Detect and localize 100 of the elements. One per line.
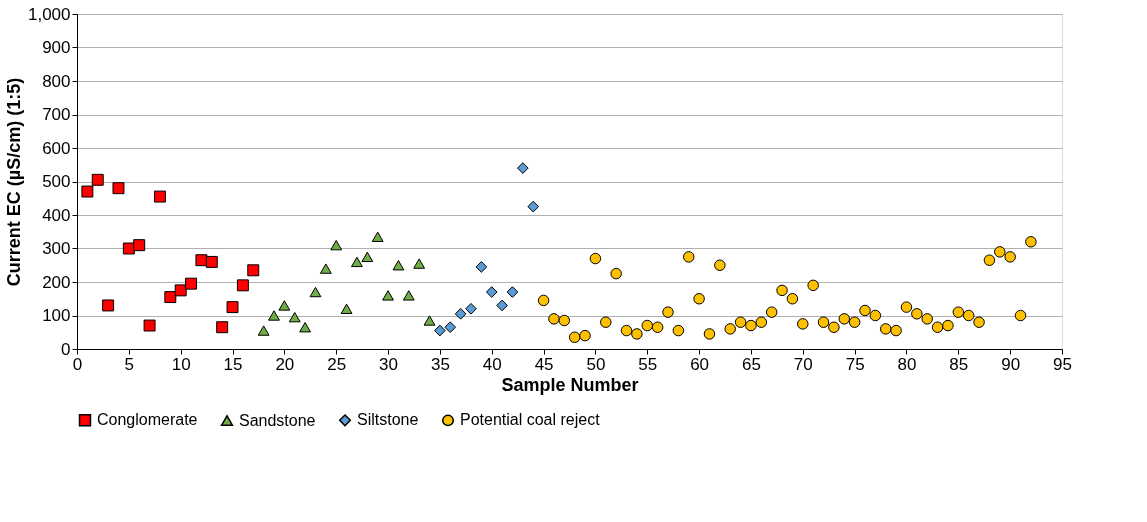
y-tick-label: 0 xyxy=(61,339,71,359)
x-tick-label: 70 xyxy=(793,354,813,374)
x-tick-label: 25 xyxy=(327,354,347,374)
point xyxy=(91,173,104,186)
point xyxy=(247,264,260,277)
point xyxy=(797,318,809,330)
point xyxy=(693,293,705,305)
point xyxy=(133,239,146,252)
point xyxy=(952,306,965,318)
point xyxy=(465,302,477,315)
y-tick-label: 400 xyxy=(42,205,71,225)
point xyxy=(299,322,312,333)
point xyxy=(734,316,747,328)
point xyxy=(620,324,633,337)
point xyxy=(164,291,177,304)
point xyxy=(506,286,519,298)
point xyxy=(714,259,726,271)
point xyxy=(413,258,426,269)
legend-label: Siltstone xyxy=(357,411,419,429)
point xyxy=(361,251,374,263)
x-tick-label: 30 xyxy=(379,354,399,374)
legend-label: Conglomerate xyxy=(97,411,198,429)
point xyxy=(216,321,229,334)
point xyxy=(278,300,291,311)
x-tick-label: 65 xyxy=(741,354,761,374)
point xyxy=(579,329,591,342)
point xyxy=(558,314,571,327)
x-tick-label: 10 xyxy=(171,354,191,374)
point xyxy=(454,308,467,320)
x-tick-label: 5 xyxy=(124,354,135,374)
point xyxy=(776,284,788,297)
point xyxy=(371,231,384,242)
legend-label: Potential coal reject xyxy=(460,411,601,429)
point xyxy=(900,301,913,313)
point xyxy=(205,255,218,268)
point xyxy=(185,277,198,290)
point xyxy=(81,185,94,198)
point xyxy=(631,328,643,340)
y-tick-label: 300 xyxy=(42,239,71,258)
point xyxy=(962,309,975,322)
point xyxy=(444,321,457,334)
y-tick-label: 800 xyxy=(42,71,71,91)
x-tick-label: 90 xyxy=(1001,354,1021,374)
point xyxy=(143,319,156,332)
x-tick-label: 60 xyxy=(690,354,710,374)
point xyxy=(703,328,716,340)
point xyxy=(942,319,954,332)
point xyxy=(1014,309,1027,322)
point xyxy=(921,313,933,325)
x-tick-label: 75 xyxy=(845,354,865,374)
y-tick-label: 900 xyxy=(42,38,71,57)
x-tick-label: 55 xyxy=(638,354,658,374)
point xyxy=(548,313,560,325)
x-axis-title: Sample Number xyxy=(501,374,639,395)
point xyxy=(745,319,757,332)
legend-label: Sandstone xyxy=(239,411,316,429)
point xyxy=(319,263,332,274)
point xyxy=(174,284,187,297)
y-tick-label: 500 xyxy=(42,172,71,191)
point xyxy=(102,299,115,312)
y-tick-label: 700 xyxy=(42,105,71,124)
point xyxy=(330,239,343,251)
x-tick-label: 80 xyxy=(897,354,917,374)
point xyxy=(340,303,353,314)
point xyxy=(268,310,280,321)
point xyxy=(651,321,664,333)
point xyxy=(973,316,985,328)
point xyxy=(765,306,778,318)
point xyxy=(600,316,612,328)
y-tick-label: 100 xyxy=(42,306,71,325)
point xyxy=(288,312,301,323)
point xyxy=(879,323,892,335)
point xyxy=(610,267,622,280)
x-tick-label: 40 xyxy=(482,354,502,374)
point xyxy=(382,290,394,301)
point xyxy=(682,251,695,263)
point xyxy=(931,321,944,333)
point xyxy=(672,324,685,337)
point xyxy=(527,200,540,213)
point xyxy=(848,316,861,328)
point xyxy=(662,306,674,318)
y-tick-label: 1,000 xyxy=(27,4,71,24)
point xyxy=(485,286,498,298)
point xyxy=(869,309,882,322)
point xyxy=(351,256,363,268)
point xyxy=(236,279,249,292)
point xyxy=(807,279,819,292)
point xyxy=(153,190,166,203)
point xyxy=(392,260,405,271)
point xyxy=(517,162,529,174)
y-tick-label: 200 xyxy=(42,272,71,292)
point xyxy=(475,261,488,273)
point xyxy=(724,323,736,335)
point xyxy=(755,316,768,328)
point xyxy=(226,301,239,314)
x-tick-label: 85 xyxy=(949,354,969,374)
point xyxy=(1004,251,1016,263)
point xyxy=(983,254,996,266)
x-tick-label: 95 xyxy=(1053,354,1072,374)
point xyxy=(1025,236,1037,248)
